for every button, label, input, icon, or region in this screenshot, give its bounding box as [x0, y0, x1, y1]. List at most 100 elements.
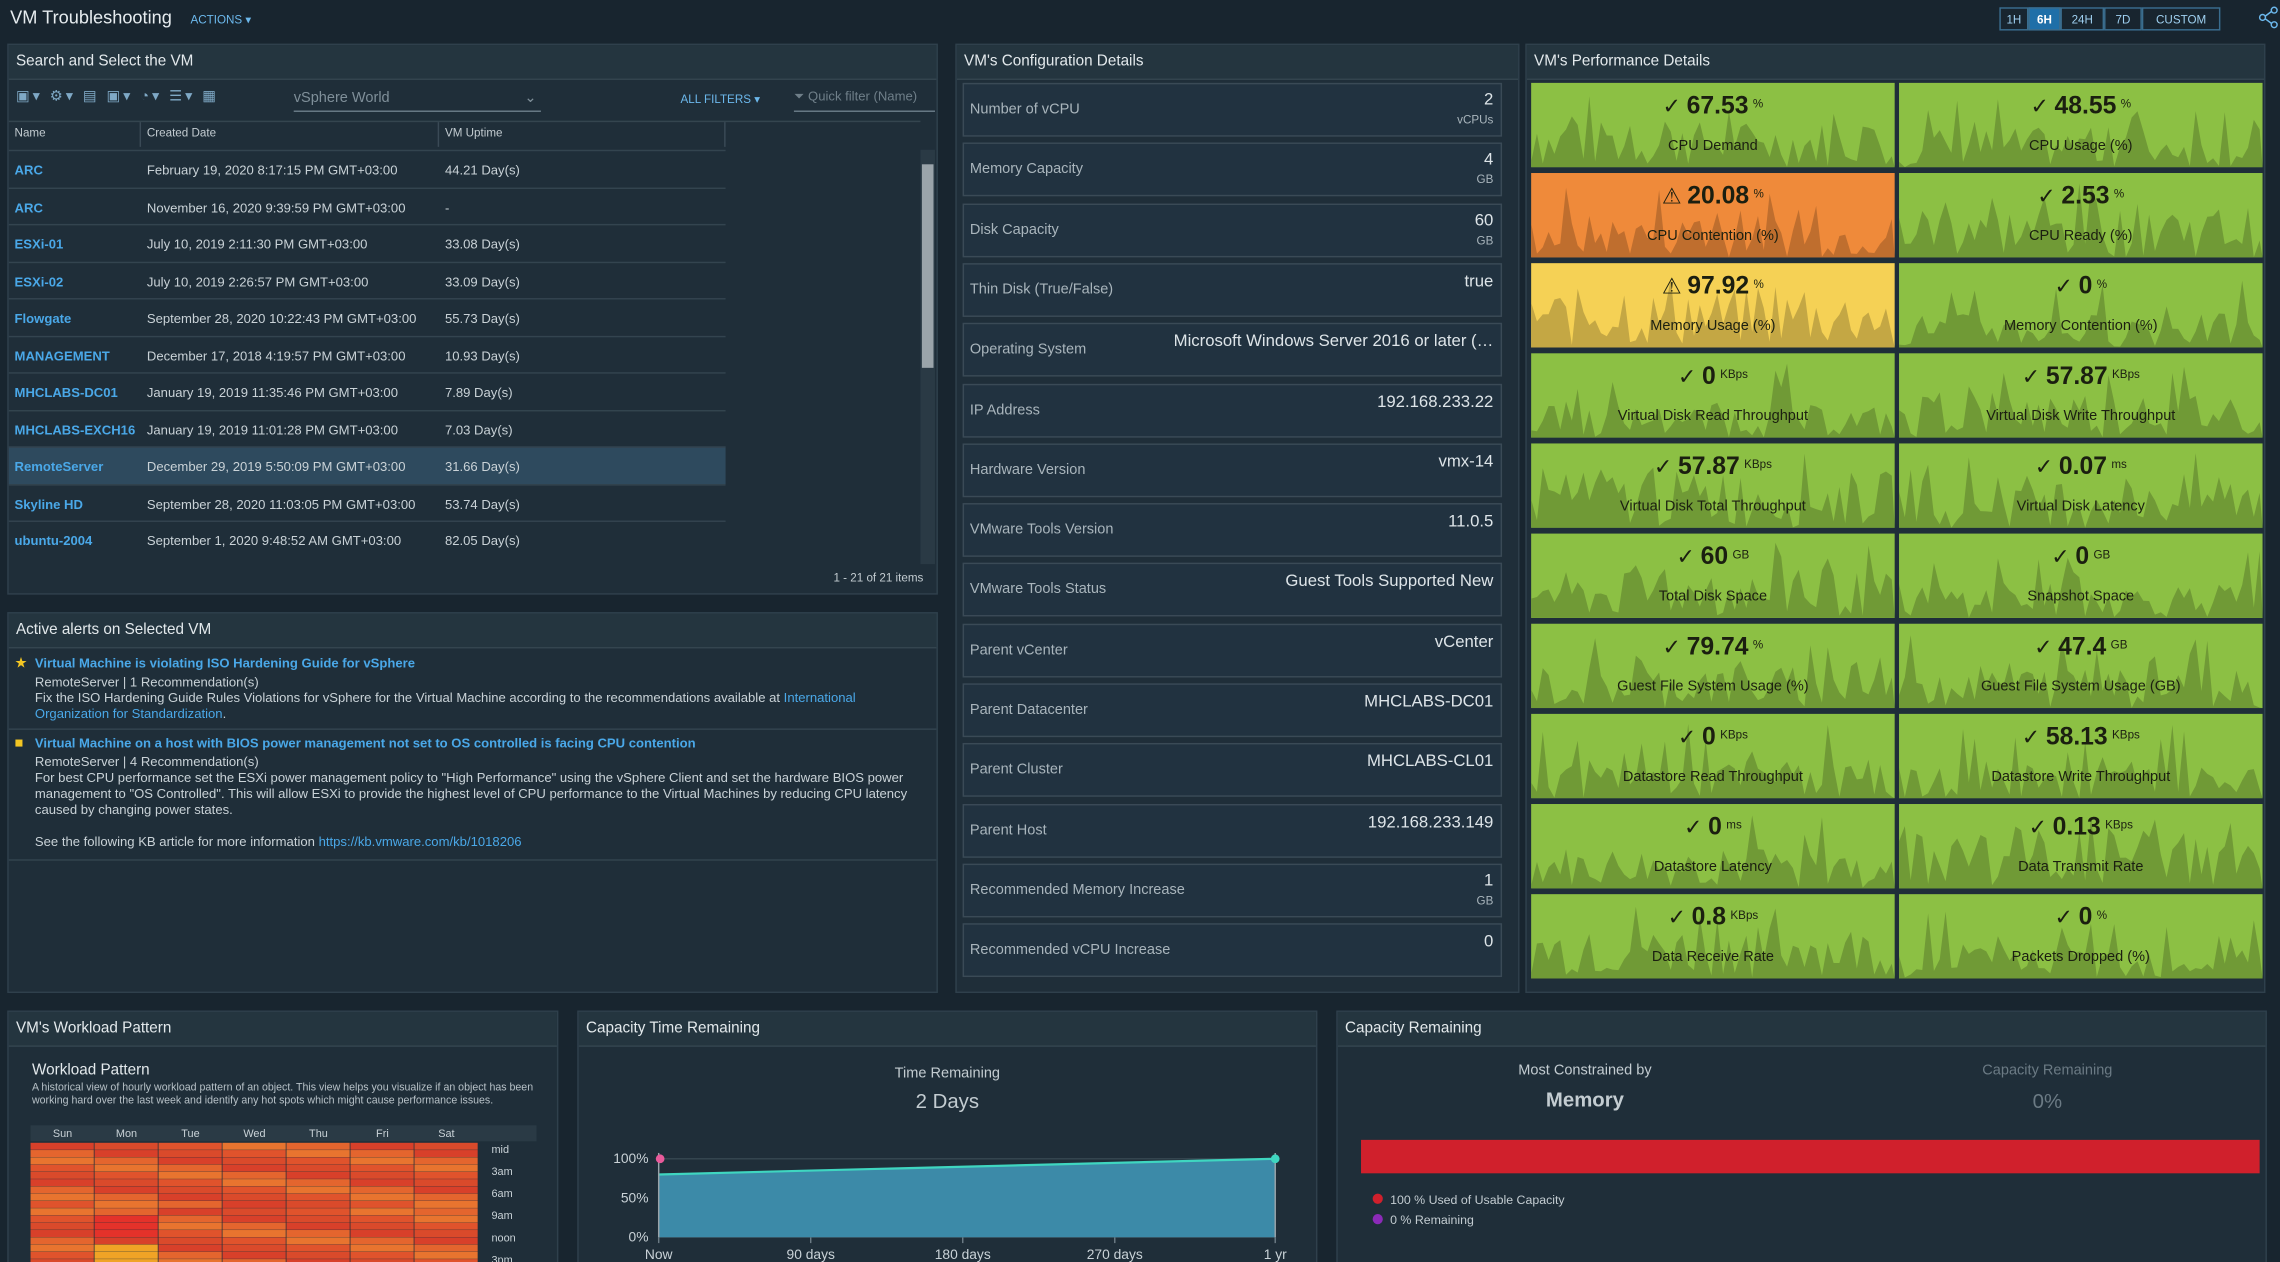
vm-name[interactable]: ESXi-01 [14, 236, 64, 252]
quick-filter[interactable]: ⏷ Quick filter (Name) [793, 88, 935, 112]
filters-label[interactable]: ALL FILTERS [680, 93, 751, 107]
time-button[interactable]: 1H [1999, 7, 2029, 31]
heatmap-cell [30, 1171, 94, 1179]
sparkline [1531, 363, 1895, 438]
actions-menu[interactable]: ACTIONS ▾ [190, 13, 252, 27]
config-panel: VM's Configuration Details Number of vCP… [955, 43, 1520, 994]
alert-title[interactable]: Virtual Machine on a host with BIOS powe… [34, 735, 696, 751]
heatmap-cell [414, 1222, 478, 1230]
all-filters[interactable]: ALL FILTERS ▾ [680, 93, 761, 107]
heatmap-cell [222, 1244, 286, 1252]
heatmap-cell [158, 1215, 222, 1223]
workload-description: A historical view of hourly workload pat… [31, 1080, 534, 1107]
status-icon: ✓ [1662, 635, 1681, 661]
vm-name[interactable]: RemoteServer [14, 459, 104, 474]
alert-divider [8, 859, 937, 861]
table-row[interactable]: ESXi-01 July 10, 2019 2:11:30 PM GMT+03:0… [8, 223, 726, 262]
config-item: VMware Tools Version 11.0.5 [962, 503, 1503, 557]
table-row[interactable]: ubuntu-2004 September 1, 2020 9:48:52 AM … [8, 520, 726, 559]
heatmap-cell [286, 1171, 350, 1179]
metric-value: ✓ 48.55% [1899, 92, 2263, 121]
y-tick-label: 100% [613, 1150, 648, 1166]
vm-name[interactable]: Flowgate [14, 311, 72, 326]
share-icon[interactable] [2258, 6, 2280, 29]
toolbar-icons[interactable]: ▣▾ ⚙▾ ▤ ▣▾ ◔▾ ☰▾ ▦ [15, 88, 219, 105]
day-label: Wed [243, 1128, 265, 1140]
legend-label: 100 % Used of Usable Capacity [1390, 1192, 1565, 1207]
heatmap-cell [350, 1230, 414, 1237]
table-row[interactable]: Skyline HD September 28, 2020 11:03:05 PM… [8, 483, 726, 521]
config-label: VMware Tools Version [969, 522, 1114, 539]
table-row[interactable]: MANAGEMENT December 17, 2018 4:19:57 PM G… [8, 335, 726, 373]
heatmap-cell [94, 1230, 158, 1237]
table-row[interactable]: RemoteServer December 29, 2019 5:50:09 PM… [8, 446, 726, 485]
alert-link[interactable]: https://kb.vmware.com/kb/1018206 [318, 834, 522, 850]
metric-unit: KBps [2112, 728, 2140, 742]
heatmap-cell [350, 1179, 414, 1187]
workload-panel: VM's Workload Pattern Workload Pattern A… [7, 1010, 559, 1262]
vm-name[interactable]: ubuntu-2004 [14, 533, 93, 549]
time-button[interactable]: 6H [2028, 7, 2061, 31]
actions-label[interactable]: ACTIONS [190, 13, 243, 27]
scope-select[interactable]: vSphere World ⌄ [293, 87, 541, 112]
time-button[interactable]: CUSTOM [2141, 7, 2221, 31]
heatmap-cell [94, 1244, 158, 1252]
time-button[interactable]: 7D [2104, 7, 2142, 31]
alert-title[interactable]: Virtual Machine is violating ISO Hardeni… [34, 655, 415, 671]
table-row[interactable]: ESXi-02 July 10, 2019 2:26:57 PM GMT+03:0… [8, 260, 726, 299]
vm-name[interactable]: ESXi-02 [14, 274, 64, 289]
panel-title: Active alerts on Selected VM [8, 613, 937, 649]
config-item: VMware Tools Status Guest Tools Supported… [962, 563, 1503, 618]
table-row[interactable]: Flowgate September 28, 2020 10:22:43 PM G… [8, 298, 726, 336]
heatmap-cell [158, 1186, 222, 1194]
metric-value: ✓ 0 ms [1531, 813, 1895, 842]
alert-link[interactable]: International Organization for Standardi… [34, 690, 856, 722]
heatmap-cell [30, 1164, 94, 1172]
sparkline-area [1899, 453, 2263, 528]
vm-name[interactable]: Skyline HD [14, 496, 83, 512]
heatmap-cell [414, 1164, 478, 1172]
heatmap-cell [350, 1222, 414, 1230]
config-value: 4 [1484, 151, 1494, 170]
panel-title: VM's Configuration Details [956, 45, 1519, 80]
hour-label: noon [491, 1232, 515, 1244]
alert-subtitle: RemoteServer | 4 Recommendation(s) [34, 754, 259, 770]
heatmap-cell [222, 1164, 286, 1172]
config-item: Disk Capacity 60 GB [962, 202, 1503, 257]
sparkline [1531, 815, 1895, 889]
scroll-thumb[interactable] [921, 164, 934, 368]
sparkline [1531, 187, 1895, 258]
sparkline-area [1531, 724, 1895, 799]
time-button[interactable]: 24H [2060, 7, 2105, 31]
vm-name[interactable]: MHCLABS-EXCH16 [14, 422, 136, 437]
vm-name[interactable]: MHCLABS-DC01 [14, 385, 118, 400]
sparkline-area [1899, 724, 2263, 799]
vm-name[interactable]: MANAGEMENT [14, 348, 110, 363]
sparkline-area [1531, 278, 1895, 348]
table-row[interactable]: MHCLABS-DC01 January 19, 2019 11:35:46 PM… [8, 372, 726, 410]
config-label: Disk Capacity [969, 221, 1059, 238]
metric-tile: ✓ 0% Packets Dropped (%) [1899, 894, 2263, 979]
metric-value: ✓ 0 KBps [1531, 723, 1895, 752]
metric-tile: ✓ 58.13 KBps Datastore Write Throughput [1899, 713, 2263, 799]
heatmap-cell [30, 1157, 94, 1165]
scrollbar[interactable] [920, 149, 935, 565]
vm-name[interactable]: ARC [14, 199, 43, 215]
metric-tile: ✓ 0.8 KBps Data Receive Rate [1531, 894, 1895, 979]
table-row[interactable]: MHCLABS-EXCH16 January 19, 2019 11:01:28 … [8, 409, 726, 447]
heatmap-cell [286, 1237, 350, 1245]
heatmap-cell [94, 1142, 158, 1150]
quick-filter-placeholder: Quick filter (Name) [808, 88, 918, 104]
table-cell: January 19, 2019 11:35:46 PM GMT+03:00 [146, 385, 398, 400]
config-item: Operating System Microsoft Windows Server… [962, 323, 1503, 377]
status-icon: ✓ [1662, 94, 1681, 120]
sparkline-area [1899, 280, 2263, 348]
table-row[interactable]: ARC November 16, 2020 9:39:59 PM GMT+03:0… [8, 186, 726, 225]
vm-name[interactable]: ARC [14, 162, 43, 178]
metric-tile: ✓ 48.55% CPU Usage (%) [1899, 82, 2263, 168]
panel-title: Capacity Remaining [1337, 1011, 2266, 1047]
config-value: 60 [1474, 211, 1494, 230]
config-unit: GB [1476, 173, 1494, 187]
table-row[interactable]: ARC February 19, 2020 8:17:15 PM GMT+03:0… [8, 149, 726, 188]
heatmap-cell [94, 1200, 158, 1208]
